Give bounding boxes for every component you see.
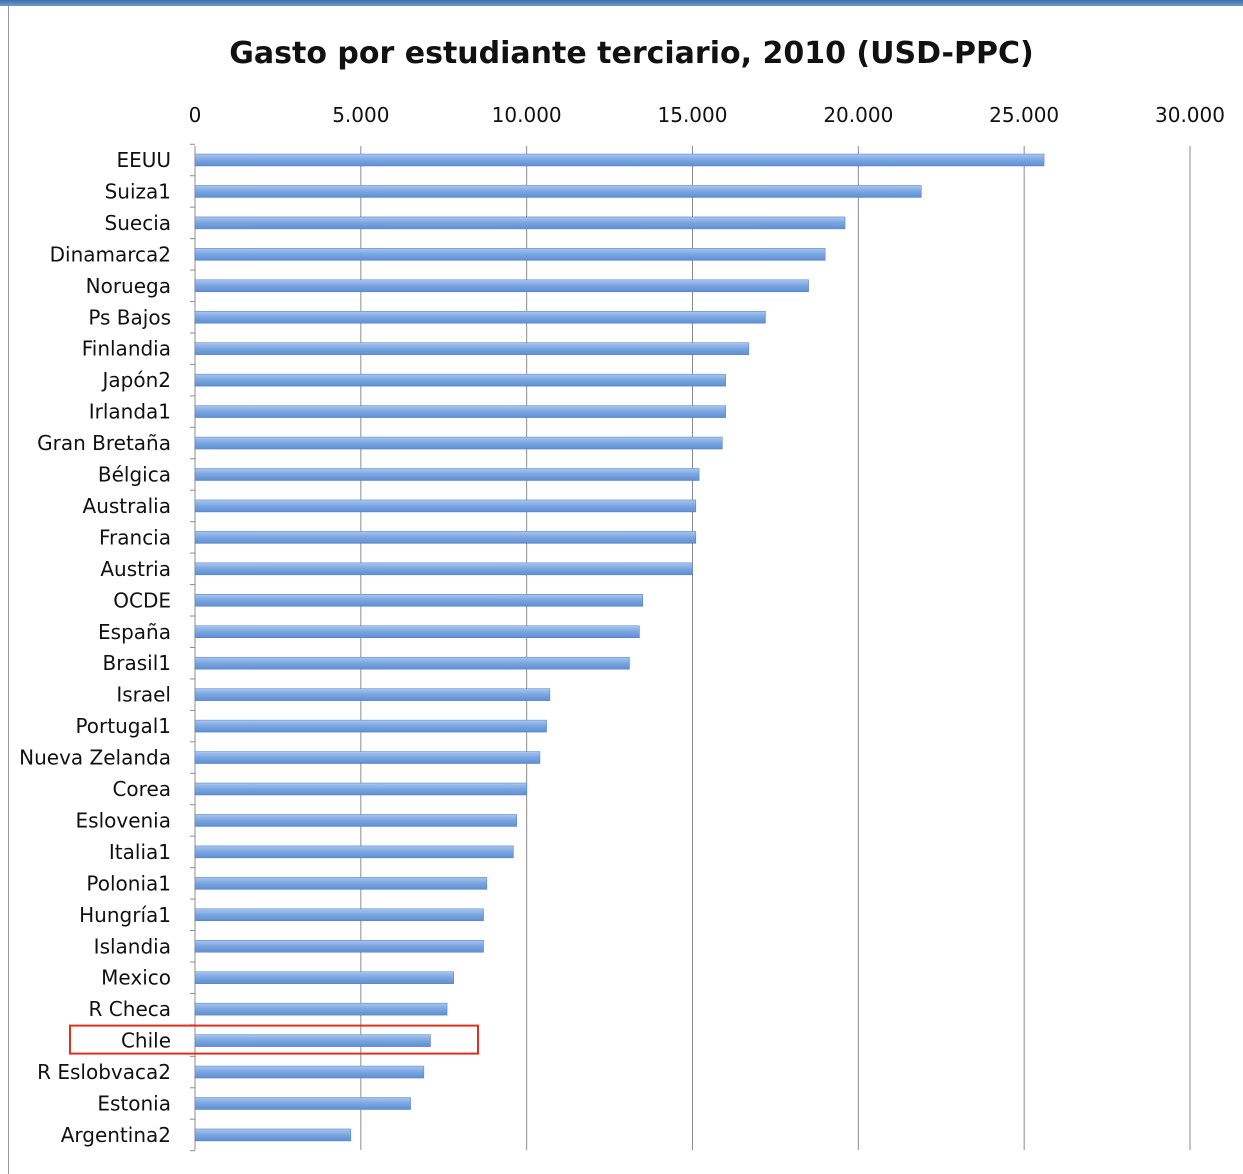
category-label: Argentina2 <box>61 1123 171 1147</box>
bar <box>194 436 723 450</box>
category-label: Mexico <box>101 966 171 990</box>
x-tick-label: 10.000 <box>492 103 562 127</box>
category-label: Noruega <box>86 274 171 298</box>
bar <box>194 373 726 387</box>
bar <box>194 814 517 827</box>
category-label: Suecia <box>105 211 171 235</box>
category-label: EEUU <box>116 148 171 172</box>
bar <box>194 1097 411 1110</box>
x-tick-label: 20.000 <box>823 103 893 127</box>
bar <box>194 216 846 230</box>
bar <box>194 940 484 953</box>
category-label: Israel <box>116 683 171 707</box>
bar <box>194 185 922 198</box>
highlight-box <box>69 1024 479 1055</box>
bar <box>194 279 809 293</box>
bar <box>194 1034 431 1047</box>
category-label: Austria <box>100 557 171 581</box>
bar <box>194 468 700 481</box>
bar <box>194 311 766 324</box>
category-label: España <box>98 620 171 644</box>
bar <box>194 719 547 733</box>
bar <box>194 751 541 764</box>
bar <box>194 1065 425 1079</box>
category-label: Francia <box>99 525 171 549</box>
category-label: OCDE <box>113 588 171 612</box>
category-label: Polonia1 <box>86 871 171 895</box>
bar <box>194 342 750 355</box>
category-label: Dinamarca2 <box>50 242 171 266</box>
bar <box>194 594 643 607</box>
bar <box>194 1002 448 1016</box>
category-label: Estonia <box>97 1092 171 1116</box>
category-label: Australia <box>83 494 171 518</box>
category-label: Italia1 <box>109 840 171 864</box>
bar <box>194 845 514 859</box>
x-tick-label: 15.000 <box>658 103 728 127</box>
category-label: Suiza1 <box>105 179 171 203</box>
category-label: Japón2 <box>101 368 172 392</box>
bar <box>194 782 527 796</box>
bar <box>194 499 697 513</box>
category-label: Bélgica <box>98 463 171 487</box>
x-tick-label: 30.000 <box>1155 103 1225 127</box>
category-label: Ps Bajos <box>88 305 171 329</box>
bar <box>194 562 693 576</box>
x-tick-label: 0 <box>189 103 202 127</box>
window-top-bar <box>0 0 1243 6</box>
category-label: Finlandia <box>82 337 171 361</box>
category-label: Nueva Zelanda <box>19 746 171 770</box>
bar <box>194 531 697 544</box>
chart-title: Gasto por estudiante terciario, 2010 (US… <box>229 36 1034 71</box>
bar <box>194 248 826 261</box>
bar <box>194 153 1045 167</box>
x-tick-label: 25.000 <box>989 103 1059 127</box>
bar <box>194 877 488 890</box>
bar <box>194 405 726 418</box>
category-label: R Eslobvaca2 <box>37 1060 171 1084</box>
bar <box>194 688 551 701</box>
category-label: Brasil1 <box>103 651 171 675</box>
bar <box>194 625 640 638</box>
bar <box>194 1128 352 1142</box>
bar <box>194 656 630 670</box>
category-label: Eslovenia <box>76 808 171 832</box>
category-label: R Checa <box>89 997 171 1021</box>
category-label: Gran Bretaña <box>37 431 171 455</box>
category-label: Hungría1 <box>79 903 171 927</box>
window-left-edge <box>8 6 9 1174</box>
bar <box>194 908 484 922</box>
category-label: Portugal1 <box>75 714 171 738</box>
x-tick-label: 5.000 <box>332 103 389 127</box>
bar <box>194 971 454 984</box>
category-label: Islandia <box>94 934 171 958</box>
category-label: Corea <box>112 777 171 801</box>
category-label: Irlanda1 <box>89 400 171 424</box>
category-label: Chile <box>121 1029 171 1053</box>
